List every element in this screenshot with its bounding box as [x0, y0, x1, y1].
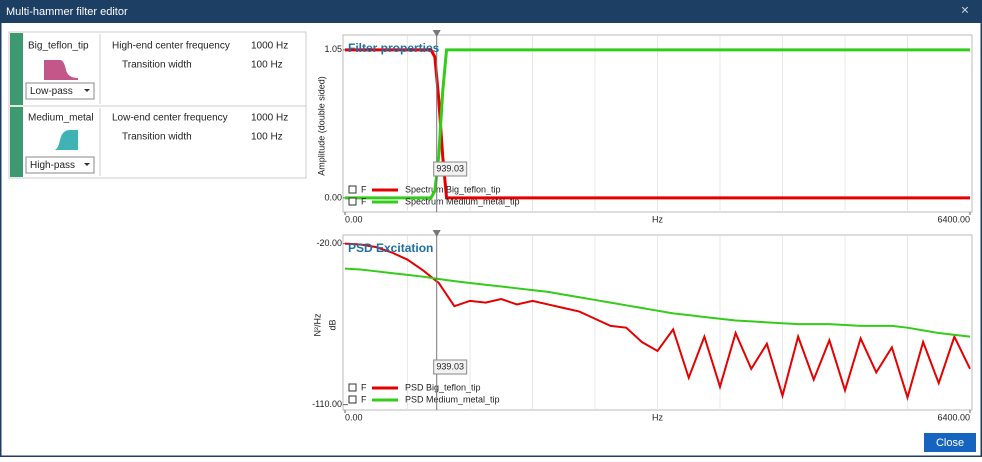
legend-checkbox[interactable] [348, 395, 357, 404]
cursor-label-box [433, 359, 468, 375]
x-axis-label: Hz [652, 412, 663, 422]
legend-toggle[interactable]: F [361, 394, 367, 404]
y-axis-label: Amplitude (double sided) [316, 76, 326, 176]
mode-dropdown[interactable] [25, 156, 95, 174]
series-line [345, 48, 970, 200]
row-strip [10, 33, 23, 105]
y-tick-label: -110.00 [312, 399, 342, 409]
cursor-handle[interactable] [432, 230, 441, 237]
param-value[interactable]: 1000 Hz [251, 41, 288, 52]
highpass-icon [44, 130, 78, 150]
legend-label: PSD Medium_metal_tip [405, 394, 500, 404]
cursor-label-box [433, 161, 468, 177]
param-value[interactable]: 100 Hz [251, 60, 283, 71]
legend-toggle[interactable]: F [361, 382, 367, 392]
plot-title: PSD Excitation [348, 241, 433, 255]
param-label: High-end center frequency [112, 41, 230, 52]
filter-name[interactable]: Medium_metal [28, 113, 94, 124]
legend-checkbox[interactable] [348, 197, 357, 206]
cursor-label: 939.03 [436, 163, 464, 173]
cursor-label: 939.03 [436, 361, 464, 371]
legend-toggle[interactable]: F [361, 196, 367, 206]
title-bar [0, 0, 982, 23]
legend-checkbox[interactable] [348, 383, 357, 392]
close-button-label[interactable]: Close [936, 437, 964, 449]
lowpass-icon [44, 60, 78, 80]
mode-dropdown[interactable] [25, 82, 95, 100]
cursor-handle[interactable] [432, 30, 441, 37]
mode-value[interactable]: Low-pass [30, 86, 73, 97]
param-value[interactable]: 1000 Hz [251, 113, 288, 124]
filter-name[interactable]: Big_teflon_tip [28, 41, 89, 52]
series-line [344, 267, 971, 338]
filter-list [8, 31, 307, 179]
series-line [345, 48, 970, 200]
close-icon[interactable]: × [961, 2, 969, 18]
close-button[interactable] [924, 433, 976, 452]
legend-toggle[interactable]: F [361, 184, 367, 194]
legend-label: PSD Big_teflon_tip [405, 382, 481, 392]
param-label: Transition width [122, 132, 192, 143]
y-tick-label: 1.05 [324, 44, 342, 54]
y-axis-unit: N²/Hz [312, 313, 322, 336]
x-tick-label: 6400.00 [937, 214, 970, 224]
param-label: Transition width [122, 60, 192, 71]
y-tick-label: 0.00 [324, 192, 342, 202]
legend-label: Spectrum Medium_metal_tip [405, 196, 520, 206]
series-line [344, 242, 971, 401]
y-axis-label: dB [327, 319, 337, 330]
legend-label: Spectrum Big_teflon_tip [405, 184, 501, 194]
x-axis-label: Hz [652, 214, 663, 224]
window-title: Multi-hammer filter editor [6, 6, 128, 18]
row-strip [10, 107, 23, 177]
plot-title: Filter properties [348, 41, 440, 55]
x-tick-label: 6400.00 [937, 412, 970, 422]
x-tick-label: 0.00 [345, 214, 363, 224]
legend-checkbox[interactable] [348, 185, 357, 194]
y-tick-label: -20.00 [316, 238, 342, 248]
param-value[interactable]: 100 Hz [251, 132, 283, 143]
dropdown-arrow[interactable] [84, 89, 90, 92]
param-label: Low-end center frequency [112, 113, 228, 124]
dropdown-arrow[interactable] [84, 163, 90, 166]
x-tick-label: 0.00 [345, 412, 363, 422]
mode-value[interactable]: High-pass [30, 160, 75, 171]
